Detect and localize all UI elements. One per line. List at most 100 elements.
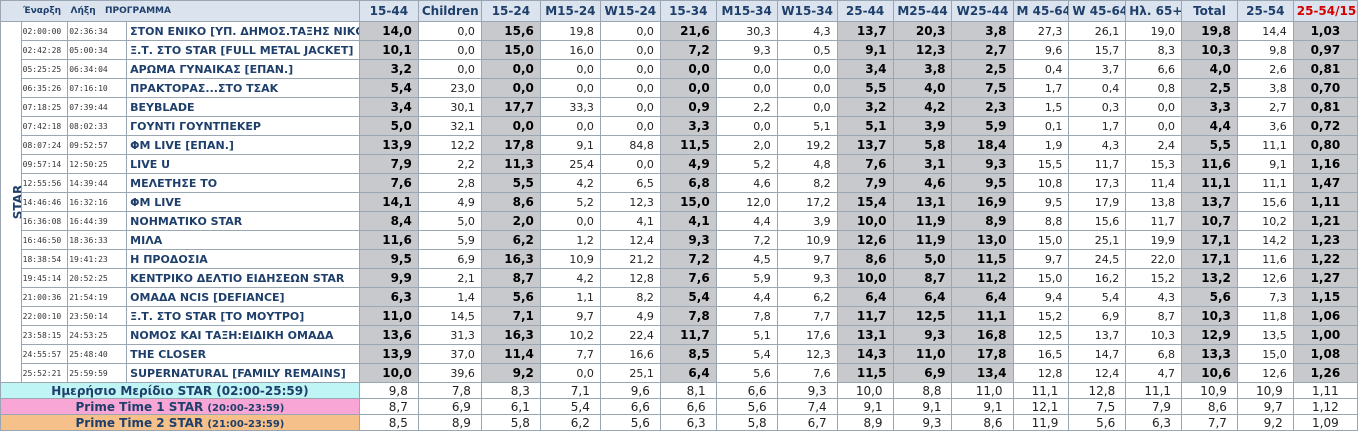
rating-cell: 6,4	[659, 363, 717, 383]
table-row[interactable]: 18:38:54 19:41:23 Η ΠΡΟΔΟΣΙΑ 9,5 6,9 16,3 10,9…	[1, 249, 1358, 269]
summary-cell: 1,12	[1292, 398, 1358, 415]
rating-cell: 0,70	[1292, 78, 1358, 98]
summary-cell: 7,9	[1125, 398, 1183, 415]
rating-cell: 7,9	[836, 173, 894, 193]
rating-cell: 1,7	[1012, 78, 1070, 98]
summary-cell: 10,9	[1181, 382, 1238, 399]
table-row[interactable]: 19:45:14 20:52:25 ΚΕΝΤΡΙΚΟ ΔΕΛΤΙΟ ΕΙΔΗΣΕΩΝ…	[1, 268, 1358, 288]
rating-cell: 2,1	[417, 268, 482, 288]
summary-cell: 5,6	[1068, 414, 1127, 431]
rating-cell: 0,0	[1125, 116, 1183, 136]
rating-cell: 1,08	[1292, 344, 1358, 364]
channel-name: STAR	[11, 184, 22, 220]
table-row[interactable]: 05:25:25 06:34:04 ΑΡΩΜΑ ΓΥΝΑΙΚΑΣ [ΕΠΑΝ.] 3,…	[1, 59, 1358, 79]
table-row[interactable]: 08:07:24 09:52:57 ΦΜ LIVE [ΕΠΑΝ.] 13,9 12,2 1…	[1, 135, 1358, 155]
rating-cell: 5,4	[358, 78, 419, 98]
summary-cell: 8,1	[659, 382, 717, 399]
rating-cell: 9,3	[715, 40, 778, 60]
rating-cell: 5,9	[715, 268, 778, 288]
rating-cell: 11,6	[358, 230, 419, 250]
table-row[interactable]: 16:46:50 18:36:33 ΜΙΛΑ 11,6 5,9 6,2 1,2 12,4 9,3…	[1, 230, 1358, 250]
summary-row[interactable]: Prime Time 2 STAR (21:00-23:59) 8,5 8,9 5,8…	[0, 414, 1358, 431]
rating-cell: 11,5	[951, 249, 1014, 269]
rating-cell: 13,9	[358, 344, 419, 364]
summary-cell: 6,3	[659, 414, 717, 431]
summary-cell: 6,6	[715, 382, 778, 399]
summary-row[interactable]: Prime Time 1 STAR (20:00-23:59) 8,7 6,9 6,1…	[0, 398, 1358, 415]
rating-cell: 6,8	[1125, 344, 1183, 364]
table-row[interactable]: 07:18:25 07:39:44 BEYBLADE 3,4 30,1 17,7 33,3 0…	[1, 97, 1358, 117]
start-time: 25:52:21	[20, 363, 69, 383]
table-row[interactable]: 21:00:36 21:54:19 ΟΜΑΔΑ NCIS [DEFIANCE] 6,3…	[1, 287, 1358, 307]
rating-cell: 4,4	[715, 211, 778, 231]
summary-cell: 9,1	[836, 398, 894, 415]
table-row[interactable]: 02:42:28 05:00:34 Ξ.Τ. ΣΤΟ STAR [FULL META…	[1, 40, 1358, 60]
rating-cell: 19,8	[1181, 21, 1238, 41]
rating-cell: 0,4	[1068, 78, 1127, 98]
rating-cell: 1,11	[1292, 192, 1358, 212]
rating-cell: 14,5	[417, 306, 482, 326]
start-time: 19:45:14	[20, 268, 69, 288]
rating-cell: 5,4	[659, 287, 717, 307]
rating-cell: 12,3	[776, 344, 838, 364]
end-time: 08:02:33	[67, 116, 128, 136]
rating-cell: 3,7	[1068, 59, 1127, 79]
rating-cell: 7,6	[659, 268, 717, 288]
table-row[interactable]: 14:46:46 16:32:16 ΦΜ LIVE 14,1 4,9 8,6 5,2 12,3…	[1, 192, 1358, 212]
table-row[interactable]: 12:55:56 14:39:44 ΜΕΛΕΤΗΣΕ ΤΟ 7,6 2,8 5,5 4,2 6…	[1, 173, 1358, 193]
rating-cell: 21,6	[659, 21, 717, 41]
rating-cell: 6,4	[892, 287, 953, 307]
rating-cell: 33,3	[539, 97, 601, 117]
rating-cell: 15,0	[1236, 344, 1294, 364]
rating-cell: 8,4	[358, 211, 419, 231]
rating-cell: 6,3	[358, 287, 419, 307]
rating-cell: 8,8	[1012, 211, 1070, 231]
table-row[interactable]: 24:55:57 25:48:40 THE CLOSER 13,9 37,0 11,4 7,…	[1, 344, 1358, 364]
rating-cell: 9,3	[892, 325, 953, 345]
program-title: THE CLOSER	[126, 344, 360, 364]
table-row[interactable]: 23:58:15 24:53:25 ΝΟΜΟΣ ΚΑΙ ΤΑΞΗ:ΕΙΔΙΚΗ ΟΜ…	[1, 325, 1358, 345]
program-title: ΚΕΝΤΡΙΚΟ ΔΕΛΤΙΟ ΕΙΔΗΣΕΩΝ STAR	[126, 268, 360, 288]
rating-cell: 9,3	[776, 268, 838, 288]
rating-cell: 1,22	[1292, 249, 1358, 269]
program-title: Η ΠΡΟΔΟΣΙΑ	[126, 249, 360, 269]
end-time: 19:41:23	[67, 249, 128, 269]
summary-cell: 5,6	[599, 414, 661, 431]
column-header: 25-44	[836, 0, 894, 22]
rating-cell: 5,8	[892, 135, 953, 155]
rating-cell: 4,9	[659, 154, 717, 174]
start-time: 16:46:50	[20, 230, 69, 250]
column-header: W15-34	[776, 0, 838, 22]
rating-cell: 5,0	[892, 249, 953, 269]
rating-cell: 11,2	[951, 268, 1014, 288]
rating-cell: 5,6	[480, 287, 541, 307]
rating-cell: 13,2	[1181, 268, 1238, 288]
table-row[interactable]: STAR 02:00:00 02:36:34 ΣΤΟΝ ΕΝΙΚΟ [ΥΠ. ΔΗΜΟ…	[0, 21, 1358, 383]
rating-cell: 5,5	[836, 78, 894, 98]
table-row[interactable]: 07:42:18 08:02:33 ΓΟΥΝΤΙ ΓΟΥΝΤΠΕΚΕΡ 5,0 32,1…	[1, 116, 1358, 136]
column-header: W 45-64	[1068, 0, 1127, 22]
summary-cell: 11,1	[1012, 382, 1070, 399]
rating-cell: 2,2	[715, 97, 778, 117]
rating-cell: 3,8	[1236, 78, 1294, 98]
rating-cell: 3,2	[358, 59, 419, 79]
rating-cell: 0,0	[417, 21, 482, 41]
summary-cell: 1,09	[1292, 414, 1358, 431]
program-title: ΑΡΩΜΑ ΓΥΝΑΙΚΑΣ [ΕΠΑΝ.]	[126, 59, 360, 79]
rating-cell: 6,2	[776, 287, 838, 307]
table-row[interactable]: 22:00:10 23:50:14 Ξ.Τ. ΣΤΟ STAR [ΤΟ ΜΟΥΤΡΟ…	[1, 306, 1358, 326]
table-row[interactable]: 16:36:08 16:44:39 ΝΟΗΜΑΤΙΚΟ STAR 8,4 5,0 2,0 0…	[1, 211, 1358, 231]
table-row[interactable]: 09:57:14 12:50:25 LIVE U 7,9 2,2 11,3 25,4 0,0 4…	[1, 154, 1358, 174]
rating-cell: 0,0	[776, 97, 838, 117]
rating-cell: 12,5	[1012, 325, 1070, 345]
table-row[interactable]: 25:52:21 25:59:59 SUPERNATURAL [FAMILY REM…	[1, 363, 1358, 383]
rating-cell: 18,4	[951, 135, 1014, 155]
summary-cell: 9,8	[358, 382, 419, 399]
summary-row[interactable]: Ημερήσιο Μερίδιο STAR (02:00-25:59) 9,8 7,…	[0, 382, 1358, 399]
table-row[interactable]: 06:35:26 07:16:10 ΠΡΑΚΤΟΡΑΣ...ΣΤΟ ΤΣΑΚ 5,4 2…	[1, 78, 1358, 98]
rating-cell: 0,0	[539, 211, 601, 231]
end-time: 24:53:25	[67, 325, 128, 345]
rating-cell: 3,9	[776, 211, 838, 231]
rating-cell: 0,0	[1125, 97, 1183, 117]
rating-cell: 9,1	[1236, 154, 1294, 174]
